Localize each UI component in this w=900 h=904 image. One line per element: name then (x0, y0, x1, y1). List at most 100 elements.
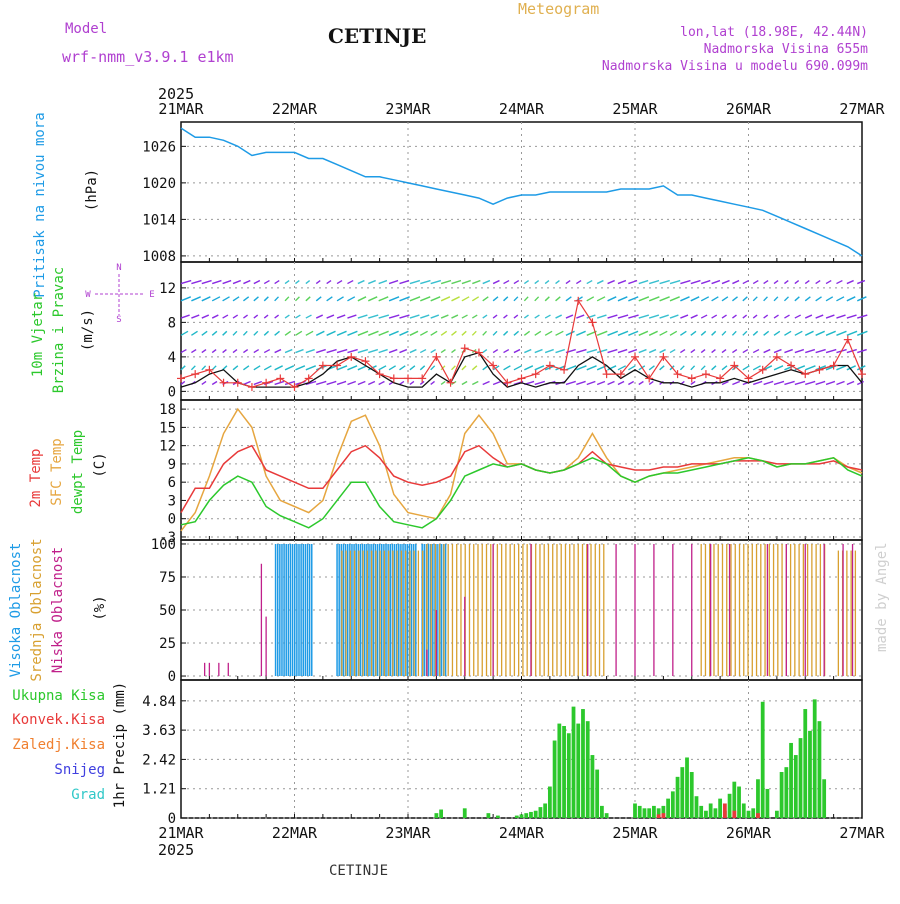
precip-bar-total (822, 779, 827, 818)
cloud-panel: 0 25 50 75 100 (151, 537, 863, 685)
precip-bar-total (486, 813, 491, 818)
wind-arrow (305, 296, 311, 302)
wind-ylabel-2: Brzina i Pravac (51, 267, 67, 393)
wind-arrow (586, 279, 593, 285)
wind-arrow (211, 349, 217, 354)
wind-arrow (253, 330, 259, 336)
wind-arrow (357, 314, 368, 319)
precip-bar-total (514, 815, 519, 818)
wind-arrow (253, 279, 261, 285)
wind-arrow (284, 348, 293, 354)
precip-bar-total (557, 723, 562, 818)
wind-arrow (565, 365, 577, 371)
pressure-ylabel: Pritisak na nivou mora (32, 112, 48, 297)
wind-arrow (492, 296, 499, 302)
wind-arrow (461, 330, 467, 336)
product-title: Meteogram (518, 0, 599, 18)
wind-arrow (700, 279, 711, 285)
wind-arrow (430, 296, 441, 302)
wind-arrow (596, 330, 608, 336)
wind-arrow (659, 330, 668, 336)
compass-n: N (116, 263, 121, 273)
wind-arrow (201, 330, 208, 336)
wind-arrow (607, 380, 615, 386)
wind-arrow (680, 348, 686, 354)
precip-bar-total (808, 730, 812, 818)
y-tick-label: 1026 (142, 139, 176, 155)
wind-arrow (492, 330, 498, 336)
wind-arrow (336, 365, 348, 371)
panel-frame (180, 121, 863, 263)
wind-arrow (565, 279, 571, 285)
wind-arrow (846, 348, 857, 354)
cloud-ylabel-low: Niska Oblacnost (50, 547, 66, 673)
wind-arrow (492, 380, 502, 386)
precip-bar-total (533, 810, 538, 818)
precip-bar-total (774, 810, 779, 818)
precip-bar-total (737, 786, 741, 818)
y-tick-label: -3 (159, 530, 176, 546)
wind-arrow (576, 348, 587, 354)
wind-arrow (617, 279, 627, 285)
wind-arrow (825, 380, 836, 386)
wind-arrow (274, 330, 280, 336)
wind-arrow (534, 330, 542, 336)
wind-arrow (524, 365, 534, 371)
wind-arrow (420, 314, 430, 319)
precip-bar-total (656, 808, 661, 818)
wind-arrow (731, 330, 737, 336)
precip-bar-total (670, 791, 675, 818)
wind-arrow (846, 330, 858, 336)
wind-arrow (773, 380, 785, 386)
wind-arrow (253, 296, 259, 302)
wind-arrow (492, 314, 498, 319)
wind-arrow (347, 348, 358, 354)
wind-arrow (482, 380, 490, 386)
wind-arrow (399, 314, 410, 319)
y-tick-label: 3.63 (142, 723, 176, 739)
wind-arrow (680, 314, 689, 319)
wind-arrow (201, 279, 212, 285)
wind-arrow (565, 314, 574, 319)
wind-arrow (544, 296, 550, 302)
wind-arrow (784, 380, 795, 386)
wind-arrow (596, 296, 606, 302)
precip-bar-total (727, 793, 732, 818)
precip-bar-total (590, 755, 595, 818)
wind-arrow (367, 380, 376, 386)
wind-arrow (752, 365, 761, 371)
wind-arrow (357, 380, 366, 386)
wind-arrow (263, 365, 272, 371)
wind-arrow (211, 365, 217, 371)
wind-arrow (659, 279, 670, 285)
y-tick-label: 0 (168, 384, 176, 400)
wind-arrow (659, 314, 669, 319)
wind-arrow (482, 314, 488, 319)
wind-arrow (857, 314, 868, 319)
wind-arrow (815, 279, 821, 285)
wind-arrow (211, 296, 221, 302)
wind-arrow (419, 365, 426, 371)
wind-arrow (700, 330, 707, 336)
wind-arrow (773, 280, 779, 285)
wind-arrow (190, 365, 196, 371)
y-tick-label: 0 (168, 669, 176, 685)
wind-arrow (347, 314, 357, 319)
wind-arrow (752, 330, 759, 336)
wind-arrow (648, 380, 654, 386)
wind-arrow (523, 296, 529, 302)
wind-arrow (721, 330, 727, 336)
year-bottom: 2025 (158, 841, 194, 859)
wind-panel: 0 4 8 12 (159, 261, 868, 401)
y-tick-label: 9 (168, 457, 176, 473)
y-tick-label: 4 (168, 350, 176, 366)
wind-arrow (201, 348, 207, 354)
wind-arrow (274, 380, 285, 386)
compass-w: W (85, 290, 91, 300)
wind-arrow (534, 348, 543, 354)
wind-arrow (263, 330, 270, 336)
wind-arrow (430, 380, 435, 386)
wind-arrow (825, 314, 835, 319)
wind-arrow (721, 279, 730, 285)
